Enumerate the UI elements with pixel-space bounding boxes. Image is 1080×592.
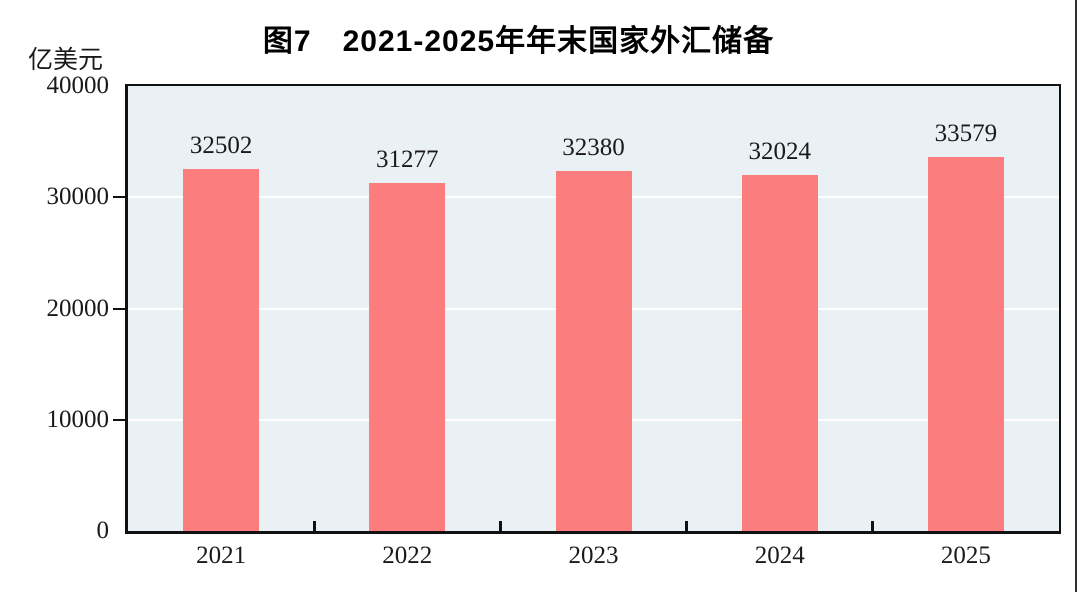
bar-value-label: 32024 — [748, 137, 811, 165]
y-axis-tick-label: 0 — [96, 517, 110, 544]
y-axis-tick-mark — [113, 418, 125, 421]
y-axis-tick-label: 30000 — [46, 183, 110, 211]
bar-value-label: 32502 — [189, 132, 253, 160]
bar-value-label: 32380 — [562, 133, 625, 161]
x-axis-tick-mark — [871, 521, 875, 531]
y-axis-tick-mark — [113, 307, 125, 310]
chart-title: 图7 2021-2025年年末国家外汇储备 — [262, 25, 775, 58]
bar — [183, 169, 260, 531]
plot-area: 32502 31277 32380 32024 33579 — [125, 84, 1061, 534]
bar — [555, 170, 632, 531]
x-axis-label: 2025 — [940, 542, 991, 569]
x-axis-tick-mark — [498, 521, 502, 531]
bar — [741, 174, 818, 531]
y-axis-tick-label: 10000 — [46, 405, 110, 433]
y-axis-unit-label: 亿美元 — [28, 47, 104, 74]
x-axis-label: 2024 — [754, 542, 805, 569]
x-axis-tick-mark — [312, 521, 316, 531]
x-axis-label: 2022 — [382, 542, 433, 569]
y-axis-tick-label: 20000 — [46, 294, 110, 322]
x-axis-label: 2023 — [568, 542, 619, 569]
bar — [927, 157, 1004, 531]
y-axis-tick-label: 40000 — [46, 72, 110, 99]
bar-value-label: 33579 — [934, 120, 998, 148]
bar — [369, 183, 446, 531]
bar-value-label: 31277 — [376, 146, 439, 174]
page-edge-line — [1075, 0, 1077, 592]
y-axis-tick-mark — [113, 196, 125, 199]
x-axis-label: 2021 — [196, 542, 247, 569]
x-axis-tick-mark — [685, 521, 689, 531]
